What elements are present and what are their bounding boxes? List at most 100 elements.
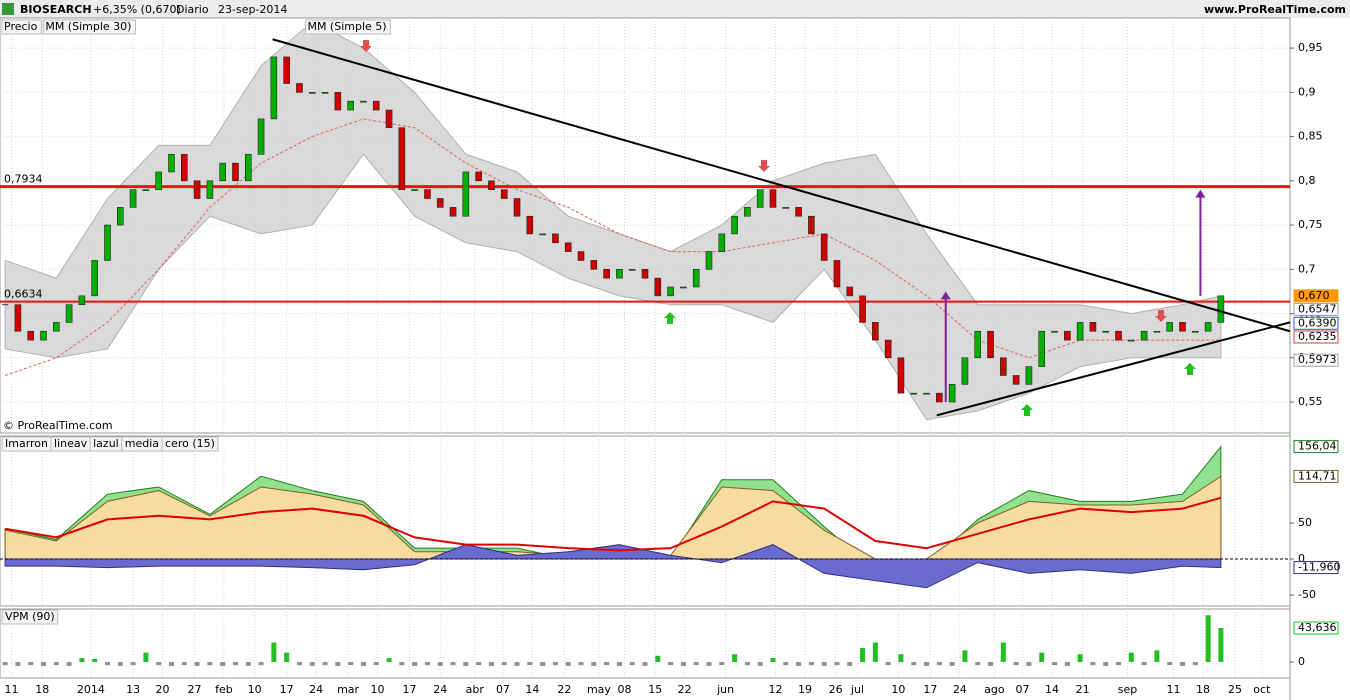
bar xyxy=(105,662,110,666)
candle xyxy=(923,392,930,395)
candle xyxy=(360,100,367,103)
bar xyxy=(1064,662,1070,666)
period: Diario xyxy=(176,3,209,16)
bar xyxy=(1052,662,1058,666)
candle xyxy=(53,322,60,332)
bar xyxy=(207,662,213,666)
candle xyxy=(872,322,879,341)
bar xyxy=(936,662,942,666)
candle xyxy=(692,269,700,288)
x-tick-label: 26 xyxy=(829,683,843,696)
bar xyxy=(744,662,750,666)
bar xyxy=(1218,627,1224,663)
x-tick-label: oct xyxy=(1253,683,1271,696)
trendline xyxy=(936,321,1291,417)
x-tick-label: 25 xyxy=(1228,683,1242,696)
candle xyxy=(820,233,828,261)
bar xyxy=(130,662,136,666)
candle xyxy=(1025,366,1033,385)
bar xyxy=(501,662,507,666)
site: www.ProRealTime.com xyxy=(1204,3,1346,16)
candle xyxy=(1204,322,1212,332)
bar xyxy=(258,662,264,666)
vpm-panel xyxy=(0,608,1291,679)
change: +6,35% (0,670) xyxy=(93,3,181,16)
legend-box xyxy=(1,609,59,625)
bar xyxy=(156,662,162,666)
candle xyxy=(833,260,841,288)
candle xyxy=(628,269,636,271)
bar xyxy=(245,662,251,666)
candle xyxy=(398,127,406,190)
candle xyxy=(616,269,623,279)
bar xyxy=(1116,662,1122,666)
bar xyxy=(642,662,648,666)
candle xyxy=(296,83,303,93)
bar xyxy=(911,662,917,666)
bar xyxy=(386,658,392,663)
level-label: 0,6634 xyxy=(4,288,43,301)
bar xyxy=(860,647,866,663)
copyright: © ProRealTime.com xyxy=(3,419,113,432)
candle xyxy=(321,92,329,94)
candle xyxy=(385,109,393,129)
bar xyxy=(1026,662,1032,666)
last-label: 43,636 xyxy=(1298,621,1337,634)
legend-entry: cero (15) xyxy=(165,437,215,450)
x-tick-label: 21 xyxy=(1076,683,1090,696)
price-box xyxy=(1293,316,1339,330)
candle xyxy=(641,269,649,279)
bar xyxy=(412,662,418,666)
x-tick-label: 18 xyxy=(1196,683,1210,696)
y-tick-label: 0,75 xyxy=(1298,218,1323,231)
x-tick-label: 2014 xyxy=(77,683,105,696)
candle xyxy=(897,357,905,394)
x-tick-label: 08 xyxy=(618,683,632,696)
bar xyxy=(181,662,187,666)
bar xyxy=(232,662,238,666)
signal-up xyxy=(664,312,676,324)
bar xyxy=(988,662,994,666)
bar xyxy=(450,662,456,666)
arrow-head xyxy=(1195,189,1206,198)
y-tick-label: 0,85 xyxy=(1298,130,1323,143)
bar xyxy=(885,662,891,666)
bar xyxy=(680,662,686,666)
candle xyxy=(116,207,124,226)
bar xyxy=(1077,654,1083,663)
bar xyxy=(1039,652,1045,663)
x-tick-label: 17 xyxy=(280,683,294,696)
trendline xyxy=(272,38,1291,333)
candle xyxy=(526,215,534,235)
ma30-line xyxy=(4,118,1221,376)
candle xyxy=(1102,330,1110,333)
candle xyxy=(1076,322,1084,341)
x-tick-label: 22 xyxy=(557,683,571,696)
candle xyxy=(808,215,815,235)
x-tick-label: 13 xyxy=(126,683,140,696)
bar xyxy=(1090,662,1096,666)
logo xyxy=(2,3,14,15)
last-label: -11,960 xyxy=(1298,561,1340,574)
bar xyxy=(655,655,661,663)
signal-up xyxy=(1021,404,1033,416)
candle xyxy=(1191,330,1199,333)
bar xyxy=(437,662,443,666)
bar xyxy=(783,662,789,666)
y-tick-label: 0,9 xyxy=(1298,85,1316,98)
bar xyxy=(757,662,763,666)
candle xyxy=(65,304,73,323)
bar xyxy=(668,662,674,666)
bar xyxy=(898,654,904,663)
candle xyxy=(155,171,162,190)
bar xyxy=(872,642,878,663)
bar xyxy=(271,642,277,663)
price-box xyxy=(1293,289,1339,303)
bar xyxy=(514,662,520,666)
y-tick-label: 50 xyxy=(1298,516,1312,529)
bar xyxy=(616,662,622,666)
bar xyxy=(924,662,930,666)
candle xyxy=(961,357,969,385)
y-tick-label: 0,7 xyxy=(1298,262,1316,275)
